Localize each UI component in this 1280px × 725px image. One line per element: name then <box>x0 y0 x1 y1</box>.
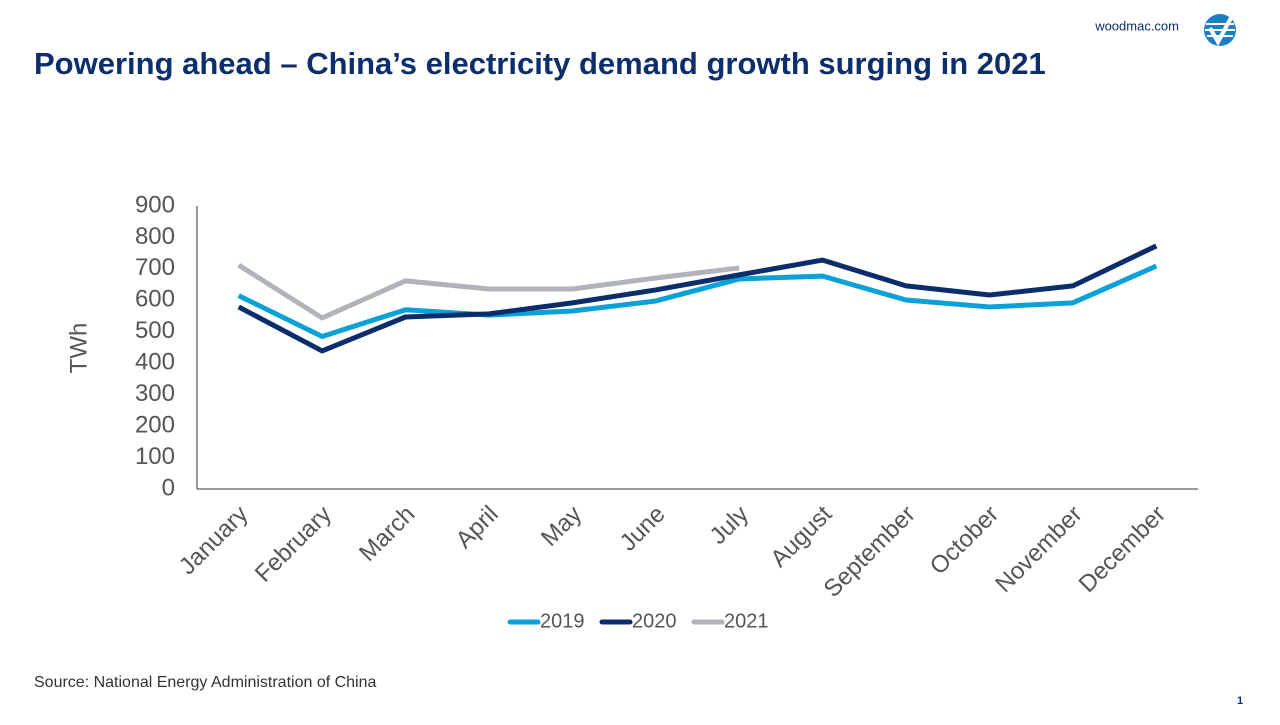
legend-label: 2019 <box>540 610 585 632</box>
y-tick-label: 100 <box>135 443 175 470</box>
x-tick-label: July <box>705 501 754 550</box>
x-tick-label: October <box>925 501 1004 580</box>
x-tick-label: November <box>990 501 1087 598</box>
series-line <box>237 243 1158 354</box>
y-axis-label: TWh <box>65 323 92 374</box>
source-note: Source: National Energy Administration o… <box>34 674 377 691</box>
x-tick-label: May <box>536 501 587 552</box>
series-line <box>237 263 1158 339</box>
logo <box>1204 14 1236 47</box>
y-tick-label: 300 <box>135 380 175 407</box>
y-tick-label: 500 <box>135 317 175 344</box>
y-tick-label: 0 <box>162 474 175 501</box>
x-tick-label: August <box>765 500 837 572</box>
x-tick-label: January <box>174 501 253 580</box>
x-tick-label: September <box>819 501 921 603</box>
y-tick-label: 700 <box>135 254 175 281</box>
y-tick-label: 200 <box>135 411 175 438</box>
x-tick-label: March <box>354 501 420 567</box>
chart-title: Powering ahead – China’s electricity dem… <box>34 46 1046 81</box>
y-tick-label: 900 <box>135 191 175 218</box>
y-tick-label: 600 <box>135 286 175 313</box>
legend-label: 2021 <box>724 610 769 632</box>
y-tick-label: 800 <box>135 223 175 250</box>
site-link: woodmac.com <box>1094 18 1179 33</box>
page-number: 1 <box>1237 695 1243 707</box>
x-tick-label: December <box>1074 501 1171 598</box>
legend-label: 2020 <box>632 610 677 632</box>
x-tick-label: April <box>451 501 504 554</box>
y-tick-label: 400 <box>135 349 175 376</box>
x-tick-label: June <box>615 501 671 557</box>
series-line <box>237 263 740 321</box>
x-tick-label: February <box>250 501 337 588</box>
